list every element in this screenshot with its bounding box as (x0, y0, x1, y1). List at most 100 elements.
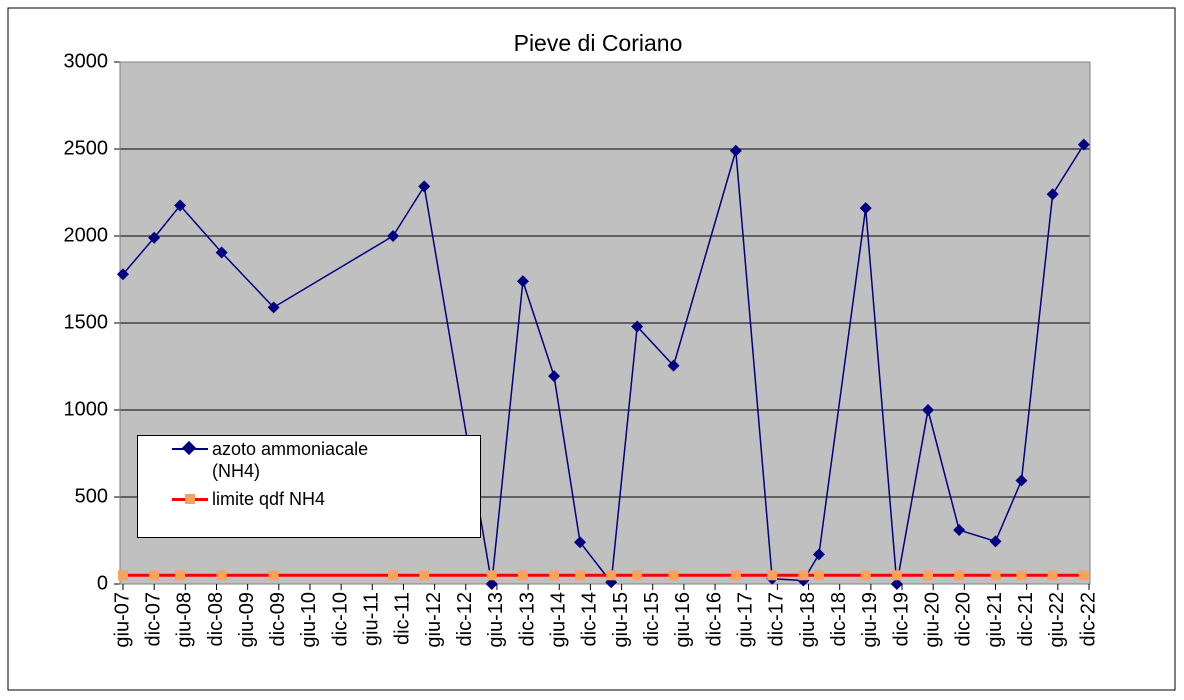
marker (1077, 138, 1090, 151)
marker (632, 570, 643, 581)
x-tick-label: dic-22 (1077, 592, 1099, 646)
x-tick-label: dic-17 (766, 592, 788, 646)
marker (923, 570, 933, 581)
marker (730, 570, 741, 581)
x-tick-label: dic-15 (641, 592, 663, 646)
marker (174, 199, 187, 212)
x-tick-label: giu-14 (548, 592, 570, 648)
series (118, 570, 1089, 581)
marker (813, 570, 824, 581)
x-tick-label: giu-12 (423, 592, 445, 648)
chart-title: Pieve di Coriano (514, 30, 683, 56)
marker (548, 370, 561, 383)
y-tick-label: 500 (75, 485, 108, 507)
x-tick-label: giu-11 (361, 592, 383, 646)
x-tick-label: dic-10 (329, 592, 351, 646)
x-tick-label: giu-16 (672, 592, 694, 648)
marker (668, 570, 679, 581)
x-tick-label: giu-13 (485, 592, 507, 648)
marker (117, 268, 129, 281)
x-tick-label: giu-21 (984, 592, 1006, 648)
x-tick-label: giu-07 (111, 592, 133, 648)
y-tick-label: 1500 (64, 311, 109, 333)
y-tick-label: 2000 (64, 224, 109, 246)
marker (148, 231, 161, 244)
marker (574, 536, 587, 549)
marker (118, 570, 128, 581)
marker (859, 202, 872, 215)
x-tick-label: dic-19 (890, 592, 912, 646)
y-tick-label: 3000 (64, 50, 109, 72)
plot-border (119, 61, 1091, 585)
x-tick-label: dic-07 (142, 592, 164, 646)
marker (549, 570, 560, 581)
marker (516, 275, 529, 288)
legend-label: azoto ammoniacale (NH4) (212, 439, 369, 481)
marker (606, 570, 617, 581)
marker (890, 578, 903, 590)
x-tick-label: dic-12 (454, 592, 476, 646)
marker (486, 570, 497, 581)
x-tick-label: giu-09 (236, 592, 258, 648)
legend-label: limite qdf NH4 (212, 489, 326, 509)
y-tick-label: 2500 (64, 137, 109, 159)
x-tick-label: dic-08 (205, 592, 227, 646)
marker (631, 320, 644, 333)
marker (989, 535, 1002, 548)
line (122, 144, 1085, 585)
marker (1047, 570, 1058, 581)
x-tick-label: dic-14 (579, 592, 601, 646)
x-tick-label: dic-11 (392, 592, 414, 645)
marker (667, 359, 680, 372)
x-tick-label: dic-09 (267, 592, 289, 646)
legend-swatch (138, 488, 212, 510)
marker (267, 301, 280, 314)
marker (175, 570, 186, 581)
marker (1046, 188, 1059, 201)
marker (419, 570, 430, 581)
marker (1016, 570, 1027, 581)
x-tick-label: giu-10 (298, 592, 320, 648)
legend-item: azoto ammoniacale (NH4) (138, 438, 417, 482)
marker (216, 570, 227, 581)
marker (922, 404, 934, 416)
marker (798, 570, 809, 581)
legend-item: limite qdf NH4 (138, 488, 472, 510)
marker (954, 570, 965, 581)
marker (990, 570, 1001, 581)
marker (485, 578, 498, 590)
x-tick-label: giu-20 (921, 592, 943, 648)
marker (517, 570, 528, 581)
x-tick-label: giu-17 (735, 592, 757, 648)
marker (860, 570, 871, 581)
x-tick-label: dic-13 (516, 592, 538, 646)
x-tick-label: dic-20 (953, 592, 975, 646)
marker (387, 230, 400, 242)
marker (729, 144, 742, 157)
marker (1078, 570, 1089, 581)
x-tick-label: giu-08 (174, 592, 196, 648)
x-tick-label: giu-22 (1046, 592, 1068, 648)
x-tick-label: dic-18 (828, 592, 850, 646)
marker (575, 570, 586, 581)
marker (268, 570, 279, 581)
x-tick-label: giu-15 (610, 592, 632, 648)
x-tick-label: giu-19 (859, 592, 881, 648)
y-tick-label: 0 (97, 572, 108, 594)
legend: azoto ammoniacale (NH4) limite qdf NH4 (137, 435, 481, 538)
legend-swatch (138, 438, 212, 460)
x-tick-label: giu-18 (797, 592, 819, 648)
marker (767, 570, 778, 581)
marker (953, 524, 966, 537)
x-tick-label: dic-21 (1015, 592, 1037, 646)
marker (418, 180, 431, 193)
marker (812, 548, 825, 561)
marker (388, 570, 399, 581)
marker (215, 246, 228, 259)
x-tick-label: dic-16 (703, 592, 725, 646)
marker (1015, 474, 1028, 487)
marker (149, 570, 160, 581)
y-tick-label: 1000 (64, 398, 109, 420)
